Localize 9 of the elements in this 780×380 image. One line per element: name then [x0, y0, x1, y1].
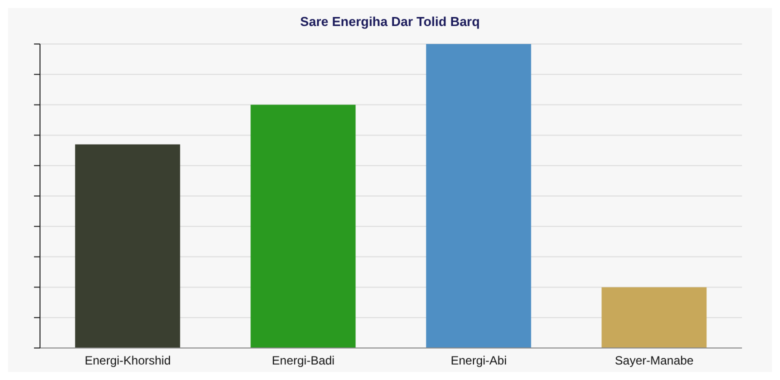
chart-title: Sare Energiha Dar Tolid Barq: [299, 13, 481, 31]
bar: [426, 44, 532, 348]
bar: [75, 144, 180, 348]
x-tick-label: Energi-Abi: [450, 354, 507, 368]
x-tick-label: Sayer-Manabe: [614, 354, 694, 368]
bar: [250, 104, 356, 348]
x-tick-label: Energi-Badi: [272, 354, 335, 368]
bar: [602, 287, 707, 348]
x-tick-label: Energi-Khorshid: [84, 354, 171, 368]
